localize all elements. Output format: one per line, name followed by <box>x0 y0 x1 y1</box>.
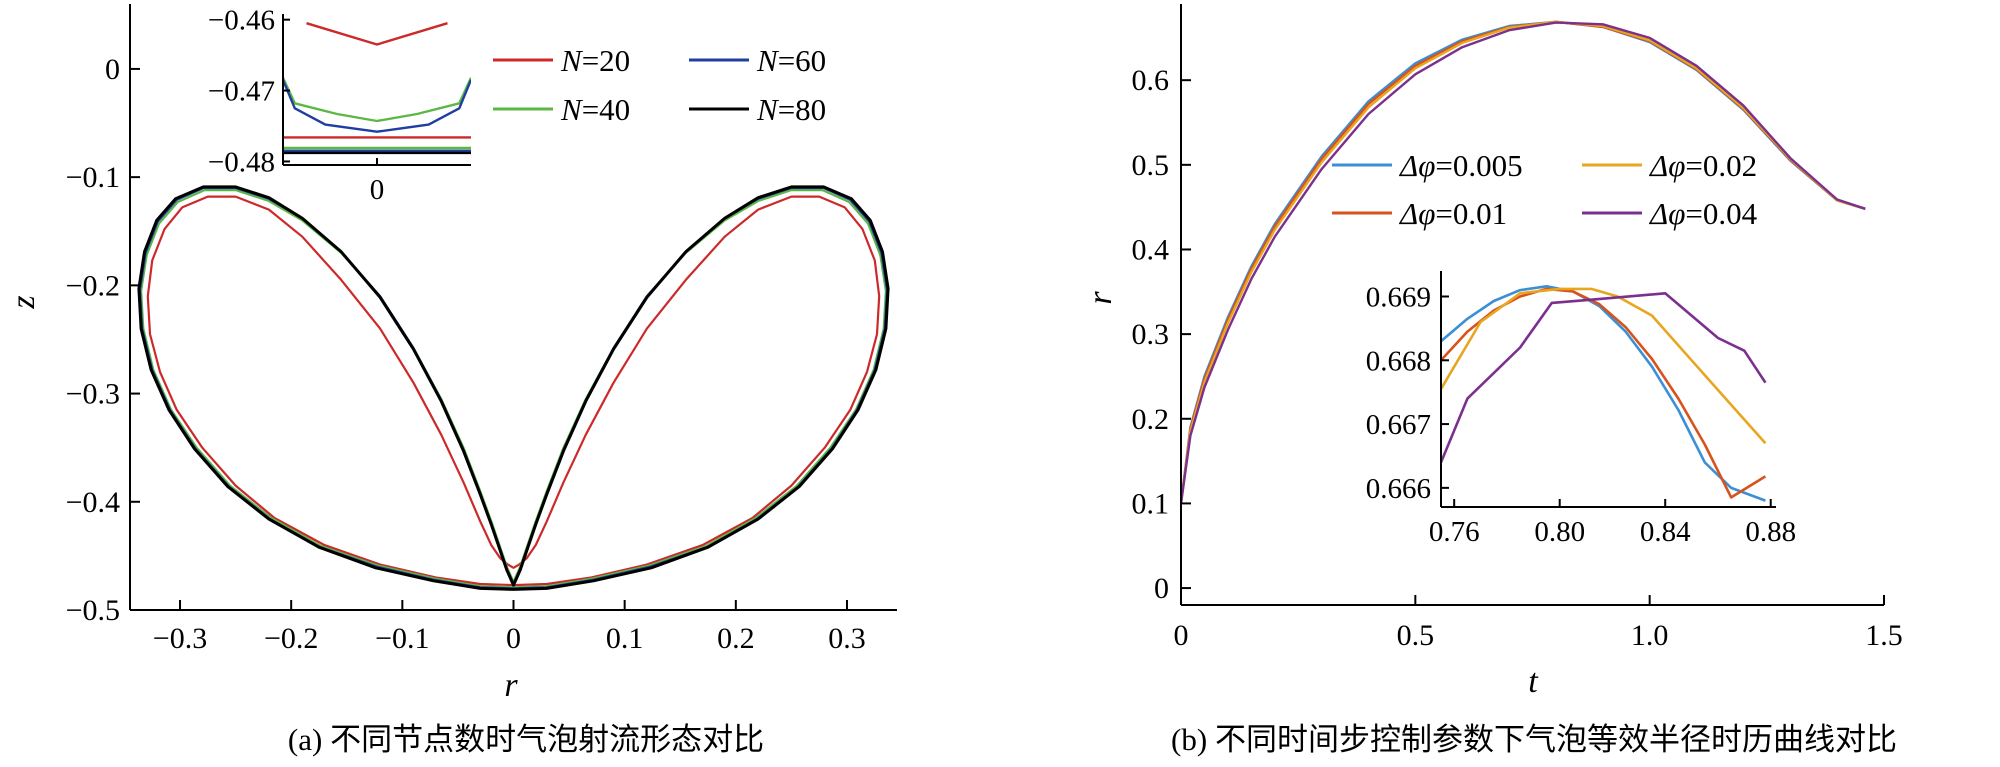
y-tick-label: −0.3 <box>66 378 120 411</box>
panel-b-inset-tick-labels: 0.76 0.80 0.84 0.88 0.666 0.667 0.668 0.669 <box>1366 282 1796 548</box>
inset-series-line-n-60-upper <box>283 79 471 133</box>
x-tick-label: −0.1 <box>375 622 429 655</box>
panel-a-y-axis-label: z <box>5 295 42 309</box>
panel-b-x-axis-label: t <box>1528 663 1539 700</box>
panel-a-inset: 0 −0.46 −0.47 −0.48 <box>208 5 471 206</box>
y-tick-label: 0.1 <box>1132 487 1170 520</box>
inset-y-tick-label: 0.668 <box>1366 345 1431 377</box>
inset-x-tick-label: 0.84 <box>1640 516 1691 548</box>
panel-b-tick-labels: 0 0.5 1.0 1.5 0 0.1 0.2 0.3 0.4 0.5 0.6 <box>1132 64 1903 652</box>
panel-b-y-axis-label: r <box>1082 291 1119 305</box>
inset-x-tick-label: 0.88 <box>1745 516 1796 548</box>
panel-b-inset: 0.76 0.80 0.84 0.88 0.666 0.667 0.668 0.669 <box>1366 270 1796 548</box>
inset-y-tick-label: −0.46 <box>208 5 275 37</box>
x-tick-label: 0.5 <box>1397 619 1435 652</box>
x-tick-label: −0.3 <box>153 622 207 655</box>
x-tick-label: −0.2 <box>264 622 318 655</box>
y-tick-label: 0.5 <box>1132 149 1170 182</box>
panel-b-inset-plot-area <box>1441 285 1767 502</box>
inset-x-tick-label: 0.80 <box>1534 516 1585 548</box>
inset-series-line-n-20-upper <box>306 22 448 46</box>
x-tick-label: 1.0 <box>1631 619 1669 652</box>
legend-label: N=20 <box>560 43 630 78</box>
y-tick-label: 0.6 <box>1132 64 1170 97</box>
panel-a-axes <box>129 4 897 611</box>
inset-y-tick-label: 0.667 <box>1366 409 1431 441</box>
inset-series-line-dphi-0.01 <box>1441 287 1767 499</box>
y-tick-label: −0.2 <box>66 269 120 302</box>
legend-label: Δφ=0.02 <box>1648 148 1757 183</box>
panel-b-plot-area <box>1181 20 1866 504</box>
inset-y-tick-label: −0.47 <box>208 76 275 108</box>
inset-y-tick-label: −0.48 <box>208 146 275 178</box>
panel-a-x-axis-label: r <box>504 667 518 704</box>
x-tick-label: 0 <box>506 622 521 655</box>
inset-series-line-dphi-0.02 <box>1441 287 1767 445</box>
y-tick-label: 0 <box>1154 572 1169 605</box>
panel-b-axes <box>1180 4 1885 606</box>
series-line-dphi-0.04 <box>1181 21 1866 504</box>
y-tick-label: −0.5 <box>66 594 120 627</box>
y-tick-label: 0.3 <box>1132 318 1170 351</box>
x-tick-label: 0 <box>1174 619 1189 652</box>
inset-series-line-dphi-0.005 <box>1441 285 1766 502</box>
y-tick-label: 0 <box>105 53 120 86</box>
panel-b-inset-axes <box>1440 271 1776 508</box>
panel-a-inset-axes <box>282 14 471 166</box>
panel-a-tick-labels: −0.3 −0.2 −0.1 0 0.1 0.2 0.3 0 −0.1 −0.2 −0.3 −0.4 −… <box>66 53 866 655</box>
legend-label: N=40 <box>560 92 630 127</box>
panel-b-caption: (b) 不同时间步控制参数下气泡等效半径时历曲线对比 <box>1171 722 1897 757</box>
panel-a-legend: N=20 N=60 N=40 N=80 <box>493 43 826 127</box>
inset-x-tick-label: 0 <box>370 174 385 206</box>
legend-label: N=60 <box>756 43 826 78</box>
y-tick-label: −0.1 <box>66 161 120 194</box>
series-line-n-80 <box>137 185 890 591</box>
x-tick-label: 0.3 <box>828 622 866 655</box>
x-tick-label: 1.5 <box>1865 619 1903 652</box>
legend-label: Δφ=0.01 <box>1398 196 1507 231</box>
y-tick-label: 0.4 <box>1132 233 1170 266</box>
inset-y-tick-label: 0.669 <box>1366 282 1431 314</box>
panel-a-plot-area <box>137 185 890 591</box>
legend-label: Δφ=0.005 <box>1398 148 1523 183</box>
panel-b-legend: Δφ=0.005 Δφ=0.02 Δφ=0.01 Δφ=0.04 <box>1332 148 1758 231</box>
x-tick-label: 0.2 <box>717 622 755 655</box>
inset-y-tick-label: 0.666 <box>1366 473 1431 505</box>
panel-a-inset-plot-area <box>283 22 471 155</box>
inset-x-tick-label: 0.76 <box>1429 516 1480 548</box>
panel-a-inset-tick-labels: 0 −0.46 −0.47 −0.48 <box>208 5 384 206</box>
y-tick-label: −0.4 <box>66 486 120 519</box>
inset-series-line-dphi-0.04 <box>1441 292 1767 463</box>
legend-label: Δφ=0.04 <box>1648 196 1758 231</box>
x-tick-label: 0.1 <box>606 622 644 655</box>
y-tick-label: 0.2 <box>1132 403 1170 436</box>
panel-a-chart: −0.3 −0.2 −0.1 0 0.1 0.2 0.3 0 −0.1 −0.2 −0.3 −0.4 −… <box>5 4 897 757</box>
legend-label: N=80 <box>756 92 826 127</box>
inset-series-line-n-40-upper <box>283 77 471 123</box>
panel-a-caption: (a) 不同节点数时气泡射流形态对比 <box>288 722 764 757</box>
series-line-dphi-0.02 <box>1181 20 1866 504</box>
panel-b-chart: 0 0.5 1.0 1.5 0 0.1 0.2 0.3 0.4 0.5 0.6 t r Δφ=0.0… <box>1082 4 1903 757</box>
series-line-n-20 <box>146 195 881 587</box>
